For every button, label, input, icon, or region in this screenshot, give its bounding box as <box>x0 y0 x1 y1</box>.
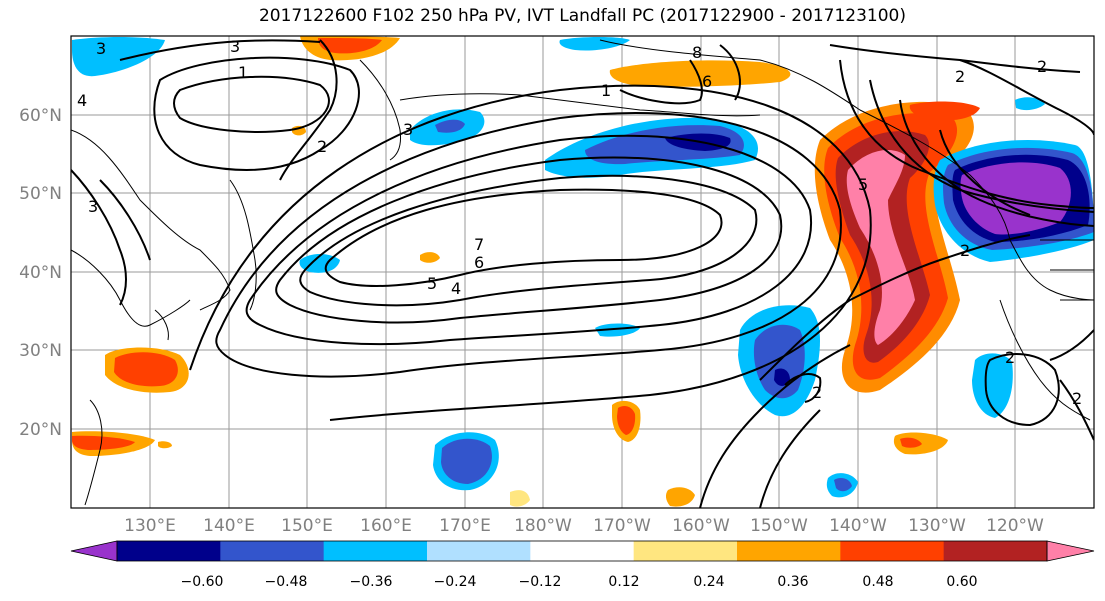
contour-labels: 3 3 1 2 3 8 6 7 6 5 4 3 4 2 1 5 2 2 2 1 … <box>77 37 1082 408</box>
lat-label: 60°N <box>19 106 62 126</box>
colorbar-swatch <box>117 541 221 561</box>
colorbar-swatch <box>633 541 738 561</box>
contour-label: 2 <box>955 67 965 86</box>
colorbar-extend-low <box>70 540 118 562</box>
lon-label: 150°E <box>281 516 333 536</box>
contour-label: 2 <box>960 241 970 260</box>
colorbar-swatch <box>737 541 841 561</box>
contour-label: 8 <box>692 43 702 62</box>
colorbar-tick-label: 0.36 <box>777 574 808 590</box>
colorbar-tick-label: −0.48 <box>265 574 308 590</box>
contour-label: 6 <box>474 253 484 272</box>
contour-label: 2 <box>812 383 822 402</box>
colorbar-tick-label: −0.60 <box>181 574 224 590</box>
colorbar-tick-label: 0.12 <box>608 574 639 590</box>
latitude-labels: 60°N 50°N 40°N 30°N 20°N <box>19 106 62 440</box>
contour-label: 2 <box>1072 389 1082 408</box>
colorbar-tick-label: 0.24 <box>693 574 724 590</box>
contour-label: 6 <box>702 72 712 91</box>
contour-label: 5 <box>427 274 437 293</box>
longitude-labels: 130°E 140°E 150°E 160°E 170°E 180°W 170°… <box>124 516 1044 536</box>
contour-label: 4 <box>77 91 87 110</box>
pv-contours <box>71 39 1094 508</box>
contour-label: 3 <box>88 197 98 216</box>
lat-label: 20°N <box>19 420 62 440</box>
colorbar-frame <box>116 540 1048 562</box>
lon-label: 160°E <box>360 516 412 536</box>
colorbar-tick-label: −0.24 <box>434 574 477 590</box>
lon-label: 180°W <box>514 516 572 536</box>
contour-label: 1 <box>238 63 248 82</box>
contour-label: 2 <box>317 137 327 156</box>
colorbar-tick-label: −0.36 <box>350 574 393 590</box>
colorbar-swatch <box>323 541 428 561</box>
lon-label: 120°W <box>986 516 1044 536</box>
colorbar-swatch <box>220 541 325 561</box>
coastlines <box>71 39 1094 506</box>
contour-label: 5 <box>858 175 868 194</box>
colorbar <box>70 540 1095 562</box>
lat-label: 40°N <box>19 263 62 283</box>
colorbar-tick-label: −0.12 <box>519 574 562 590</box>
lon-label: 130°E <box>124 516 176 536</box>
lon-label: 170°E <box>439 516 491 536</box>
contour-label: 7 <box>474 235 484 254</box>
colorbar-tick-label: 0.48 <box>862 574 893 590</box>
contour-label: 3 <box>403 120 413 139</box>
lon-label: 140°W <box>829 516 887 536</box>
colorbar-swatch <box>943 541 1048 561</box>
colorbar-tick-labels: −0.60 −0.48 −0.36 −0.24 −0.12 0.12 0.24 … <box>181 574 978 590</box>
lon-label: 160°W <box>672 516 730 536</box>
contour-label: 2 <box>1005 348 1015 367</box>
colorbar-tick-label: 0.60 <box>946 574 977 590</box>
lat-label: 30°N <box>19 341 62 361</box>
colorbar-swatch <box>427 541 531 561</box>
lon-label: 170°W <box>593 516 651 536</box>
map-panel: 3 3 1 2 3 8 6 7 6 5 4 3 4 2 1 5 2 2 2 1 … <box>71 36 1094 508</box>
contour-label: 2 <box>1037 57 1047 76</box>
lon-label: 130°W <box>908 516 966 536</box>
lon-label: 140°E <box>203 516 255 536</box>
colorbar-swatch <box>530 541 635 561</box>
colorbar-swatch <box>840 541 945 561</box>
ivt-filled-regions <box>72 36 1094 507</box>
contour-label: 4 <box>451 279 461 298</box>
contour-label: 1 <box>601 81 611 100</box>
plot-title: 2017122600 F102 250 hPa PV, IVT Landfall… <box>258 6 906 26</box>
colorbar-extend-high <box>1046 540 1095 562</box>
map-frame <box>70 35 1095 509</box>
lon-label: 150°W <box>750 516 808 536</box>
contour-label: 3 <box>96 39 106 58</box>
contour-label: 3 <box>230 37 240 56</box>
lat-label: 50°N <box>19 184 62 204</box>
